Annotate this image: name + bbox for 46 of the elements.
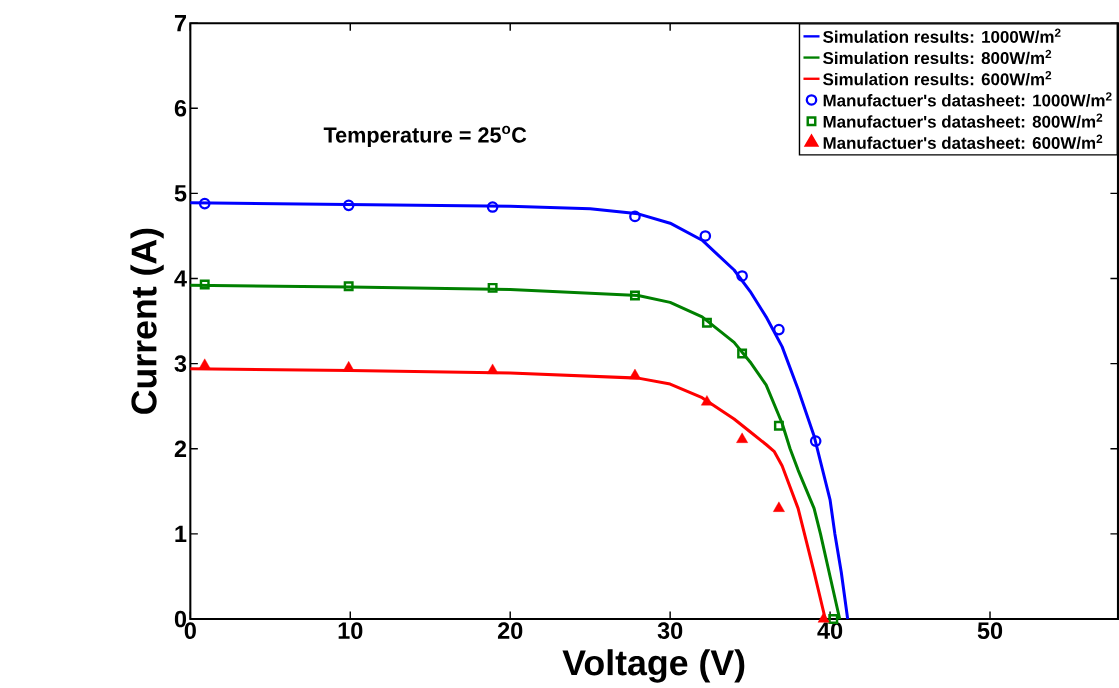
point (342, 199, 355, 212)
legend-label: Simulation results: 800W/m$^{2}$ (823, 49, 1052, 65)
point (736, 432, 748, 443)
legend-label: Simulation results: 1000W/m$^{2}$ (823, 28, 1061, 44)
point (343, 281, 354, 292)
point (737, 348, 748, 359)
point (817, 612, 830, 623)
x-tick-label: 10 (338, 622, 363, 639)
point (487, 282, 498, 293)
y-tick-label: 7 (174, 15, 186, 32)
line-series (188, 283, 842, 621)
point (199, 279, 210, 290)
x-tick-label: 30 (657, 622, 683, 640)
y-tick-label: 2 (174, 440, 187, 457)
x-tick-label: 40 (817, 622, 843, 639)
point (809, 435, 822, 447)
point (701, 395, 713, 406)
point (736, 270, 748, 282)
legend-label: Manufactuer's datasheet: 600W/m$^{2}$ (823, 134, 1103, 150)
y-tick-label: 0 (174, 610, 187, 628)
y-tick-label: 1 (175, 525, 187, 542)
x-axis-title: Voltage (V) (562, 649, 745, 683)
x-tick-label: 50 (977, 622, 1003, 639)
legend-label: Simulation results: 600W/m$^{2}$ (823, 71, 1052, 86)
y-tick-label: 4 (174, 270, 187, 287)
point (699, 230, 712, 242)
y-axis-title: Current (A) (130, 228, 164, 414)
point (486, 201, 499, 213)
point (773, 501, 785, 512)
point (773, 420, 784, 431)
point (342, 361, 355, 372)
point (629, 290, 640, 301)
y-tick-label: 6 (174, 99, 187, 117)
point (773, 323, 785, 336)
legend-label: Manufactuer's datasheet: 800W/m$^{2}$ (823, 113, 1103, 128)
x-tick-label: 20 (497, 622, 523, 639)
point (198, 358, 211, 369)
point (198, 197, 211, 210)
y-tick-label: 3 (174, 355, 187, 372)
y-tick-label: 5 (174, 185, 187, 202)
point (629, 210, 641, 223)
point (701, 317, 712, 328)
point (486, 363, 499, 374)
point (629, 368, 641, 380)
annotation: Temperature = 25$^{o}$C (323, 125, 527, 147)
legend-label: Manufactuer's datasheet: 1000W/m$^{2}$ (823, 92, 1112, 107)
